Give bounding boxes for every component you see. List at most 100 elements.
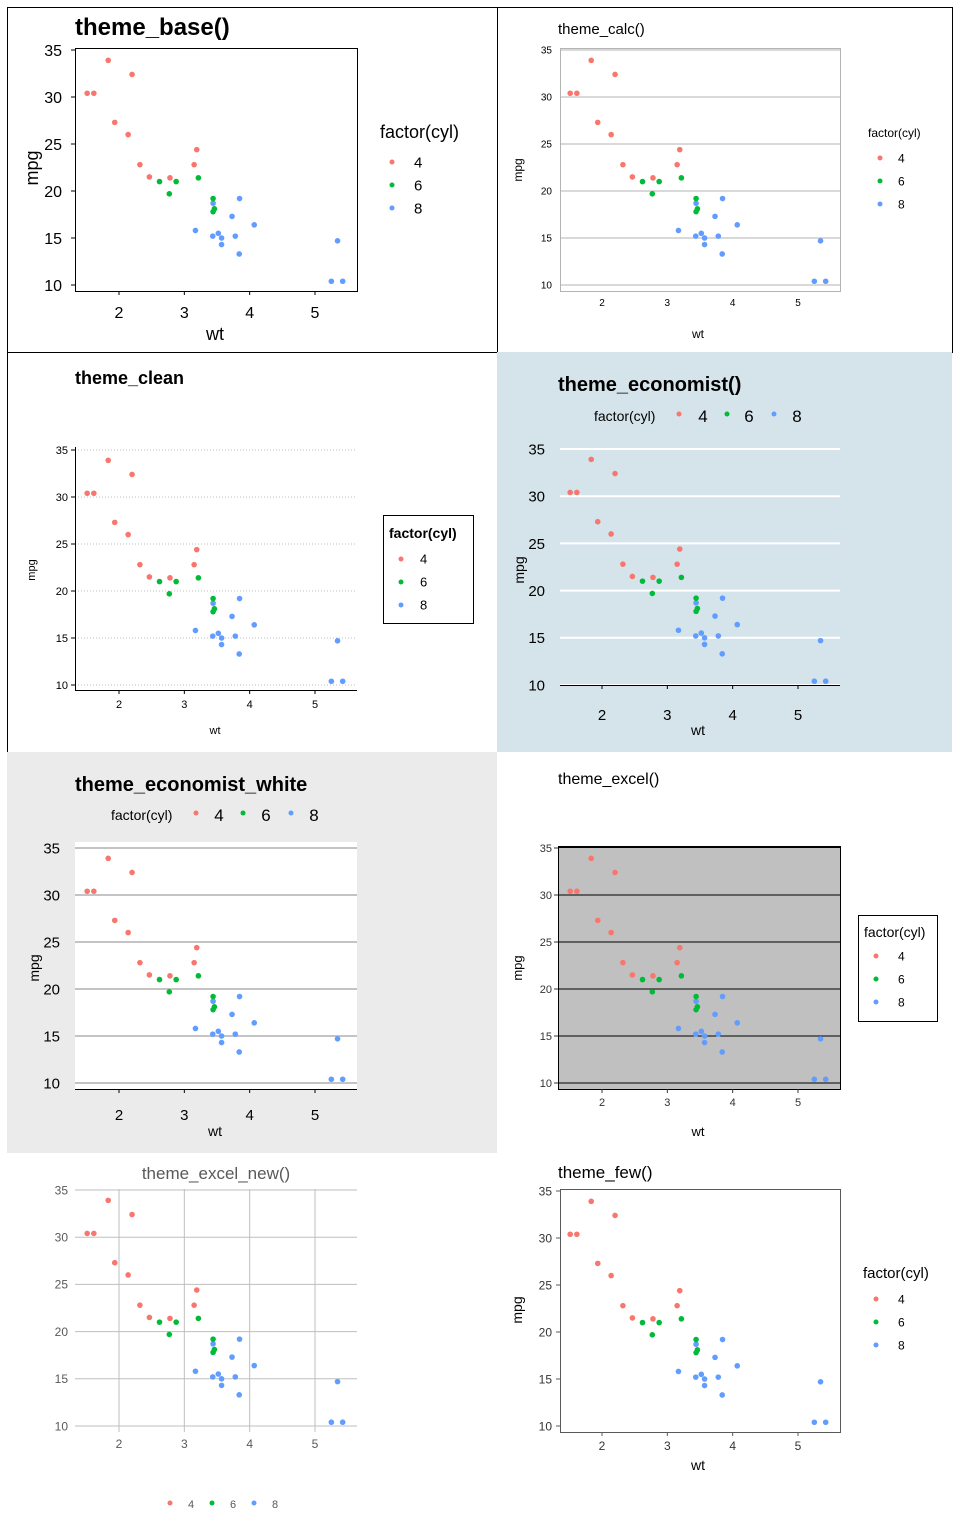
x-tick-label: 3	[181, 1437, 188, 1451]
data-point	[594, 518, 601, 525]
data-point	[137, 561, 143, 568]
plot-border	[560, 1189, 841, 1433]
y-tick-label: 30	[541, 93, 553, 104]
data-point	[698, 630, 705, 636]
data-point	[674, 561, 680, 567]
data-point	[656, 178, 662, 185]
data-point	[701, 241, 708, 248]
data-point	[701, 1376, 708, 1382]
data-point	[674, 1302, 680, 1309]
data-point	[334, 1036, 341, 1042]
data-point	[210, 1349, 216, 1356]
data-point	[678, 175, 685, 181]
data-point	[215, 1028, 222, 1035]
data-point	[822, 1419, 829, 1426]
data-point	[191, 959, 197, 966]
y-tick-label: 35	[540, 843, 552, 855]
y-tick-label: 10	[43, 1075, 60, 1092]
legend-label: 6	[420, 575, 427, 590]
data-point	[328, 1419, 335, 1426]
y-axis-label: mpg	[509, 1296, 525, 1323]
data-point	[192, 627, 199, 634]
x-tick-label: 4	[730, 298, 736, 309]
data-point	[193, 146, 200, 153]
x-tick-label: 2	[599, 298, 605, 309]
data-point	[218, 1033, 225, 1039]
data-point	[210, 608, 216, 615]
data-point	[339, 278, 346, 285]
y-tick-label: 30	[55, 1231, 69, 1245]
legend-key-4	[193, 810, 199, 816]
data-point	[588, 1198, 595, 1205]
legend-box	[383, 515, 474, 624]
data-point	[129, 1211, 135, 1218]
data-point	[173, 578, 179, 585]
y-tick-label: 30	[43, 887, 60, 904]
legend-label: 6	[898, 174, 905, 188]
data-point	[137, 959, 143, 966]
y-tick-label: 10	[528, 677, 545, 694]
x-tick-label: 3	[665, 298, 671, 309]
data-point	[588, 57, 595, 64]
panel-4: 35 30 25 20 15 10 2 3 4 5 theme_economist()wt mpg fa…	[497, 352, 952, 752]
x-tick-label: 5	[795, 1097, 801, 1109]
data-point	[650, 175, 656, 181]
data-point	[629, 972, 636, 978]
data-point	[328, 1076, 335, 1083]
data-point	[712, 1354, 718, 1361]
data-point	[232, 233, 239, 239]
data-point	[210, 1341, 216, 1347]
data-point	[193, 1287, 200, 1293]
panel-title: theme_few()	[558, 1163, 652, 1182]
y-tick-label: 20	[44, 184, 62, 201]
legend-label: 4	[898, 949, 905, 963]
data-point	[195, 575, 202, 581]
data-point	[236, 1392, 243, 1398]
x-tick-label: 5	[795, 298, 801, 309]
x-tick-label: 5	[795, 1439, 802, 1453]
data-point	[676, 1287, 683, 1294]
data-point	[105, 855, 112, 862]
data-point	[173, 178, 179, 185]
data-point	[137, 161, 143, 168]
legend-label: 6	[898, 972, 905, 986]
x-tick-label: 5	[311, 305, 320, 322]
data-point	[629, 1315, 636, 1321]
data-point	[608, 131, 614, 138]
panel-8: 35 30 25 20 15 10 2 3 4 5 theme_few()wt mpg factor(c…	[509, 1163, 929, 1473]
y-axis-label: mpg	[511, 158, 525, 181]
legend-label: 8	[414, 200, 422, 217]
data-point	[612, 869, 618, 876]
x-tick-label: 3	[180, 1107, 188, 1124]
legend-label: 8	[898, 197, 905, 211]
x-tick-label: 2	[599, 1097, 605, 1109]
legend-label: 6	[261, 806, 270, 825]
data-point	[567, 489, 573, 496]
data-point	[620, 1302, 626, 1309]
data-point	[692, 633, 699, 639]
data-point	[719, 993, 726, 1000]
data-point	[232, 1374, 239, 1380]
x-tick-label: 3	[664, 1439, 671, 1453]
data-point	[712, 1011, 718, 1018]
y-tick-label: 20	[43, 981, 60, 998]
data-point	[811, 278, 818, 285]
data-point	[693, 1336, 699, 1343]
data-point	[676, 146, 683, 153]
y-tick-label: 15	[55, 1372, 69, 1386]
legend-key-4	[873, 953, 879, 959]
data-point	[339, 1419, 346, 1426]
data-point	[656, 1319, 662, 1326]
data-point	[817, 238, 824, 244]
y-tick-label: 10	[55, 1419, 69, 1433]
panel-title: theme_economist()	[558, 374, 741, 396]
data-point	[210, 200, 216, 207]
legend: factor(cyl) 4 6 8	[858, 915, 938, 1022]
data-point	[734, 222, 741, 228]
data-point	[191, 161, 197, 168]
y-tick-label: 10	[56, 680, 68, 692]
x-tick-label: 4	[728, 707, 736, 724]
x-tick-label: 4	[245, 1107, 253, 1124]
data-point	[698, 1028, 705, 1035]
data-point	[193, 546, 200, 553]
